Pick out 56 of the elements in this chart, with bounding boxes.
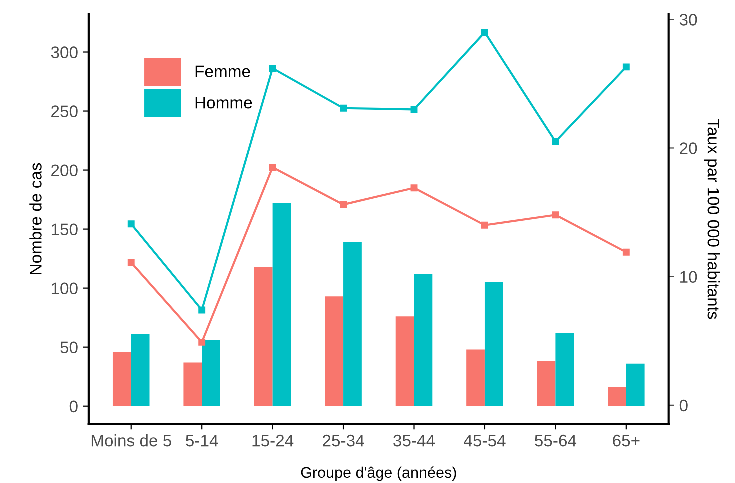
bar <box>202 340 220 406</box>
point <box>552 212 560 219</box>
y2-tick-label: 0 <box>680 400 688 412</box>
x-tick-label: 5-14 <box>186 435 218 447</box>
point <box>482 222 488 229</box>
point <box>340 201 348 208</box>
y-tick-label: 150 <box>52 224 78 236</box>
x-axis-title: Groupe d'âge (années) <box>301 466 456 482</box>
y2-tick-label: 30 <box>680 14 698 26</box>
x-tick-label: 25-34 <box>323 434 364 447</box>
y-tick-label: 250 <box>52 106 78 118</box>
point <box>198 338 206 346</box>
point <box>482 29 488 36</box>
bar <box>608 387 626 406</box>
x-tick-label: 35-44 <box>394 434 436 447</box>
bar <box>626 364 645 406</box>
x-tick-label: 15-24 <box>252 434 294 447</box>
point <box>622 248 630 256</box>
legend-label: Femme <box>196 66 250 78</box>
point <box>552 138 560 146</box>
y-tick-label: 200 <box>52 164 78 176</box>
y-tick-label: 0 <box>70 400 78 413</box>
x-tick-label: Moins de 5 <box>92 434 172 447</box>
bar <box>344 242 362 406</box>
point <box>340 104 348 112</box>
point <box>198 306 206 314</box>
point <box>410 106 418 114</box>
bar <box>484 282 504 406</box>
bar <box>254 267 273 406</box>
point <box>128 220 135 228</box>
y2-tick-label: 20 <box>680 142 698 154</box>
legend-label: Homme <box>196 97 252 109</box>
bar <box>396 316 414 406</box>
y-tick-label: 50 <box>60 342 78 354</box>
bar <box>112 352 132 406</box>
point <box>622 64 630 71</box>
x-tick-label: 65+ <box>613 434 640 447</box>
bar <box>325 296 344 406</box>
y2-axis-title: Taux par 100 000 habitants <box>704 119 720 320</box>
y-axis-title: Nombre de cas <box>30 163 42 274</box>
bar <box>131 334 150 406</box>
bar <box>272 203 292 406</box>
x-tick-label: 45-54 <box>464 435 506 447</box>
bar <box>537 362 556 406</box>
point <box>410 184 418 192</box>
y2-tick-label: 10 <box>680 271 698 284</box>
y-tick-label: 100 <box>52 282 78 295</box>
point <box>269 65 276 72</box>
point <box>128 259 135 266</box>
bar <box>184 362 202 406</box>
y-tick-label: 300 <box>51 46 78 58</box>
bar <box>414 274 433 406</box>
bar <box>556 333 574 406</box>
bar <box>466 350 485 406</box>
point <box>269 164 276 171</box>
x-tick-label: 55-64 <box>535 434 577 447</box>
